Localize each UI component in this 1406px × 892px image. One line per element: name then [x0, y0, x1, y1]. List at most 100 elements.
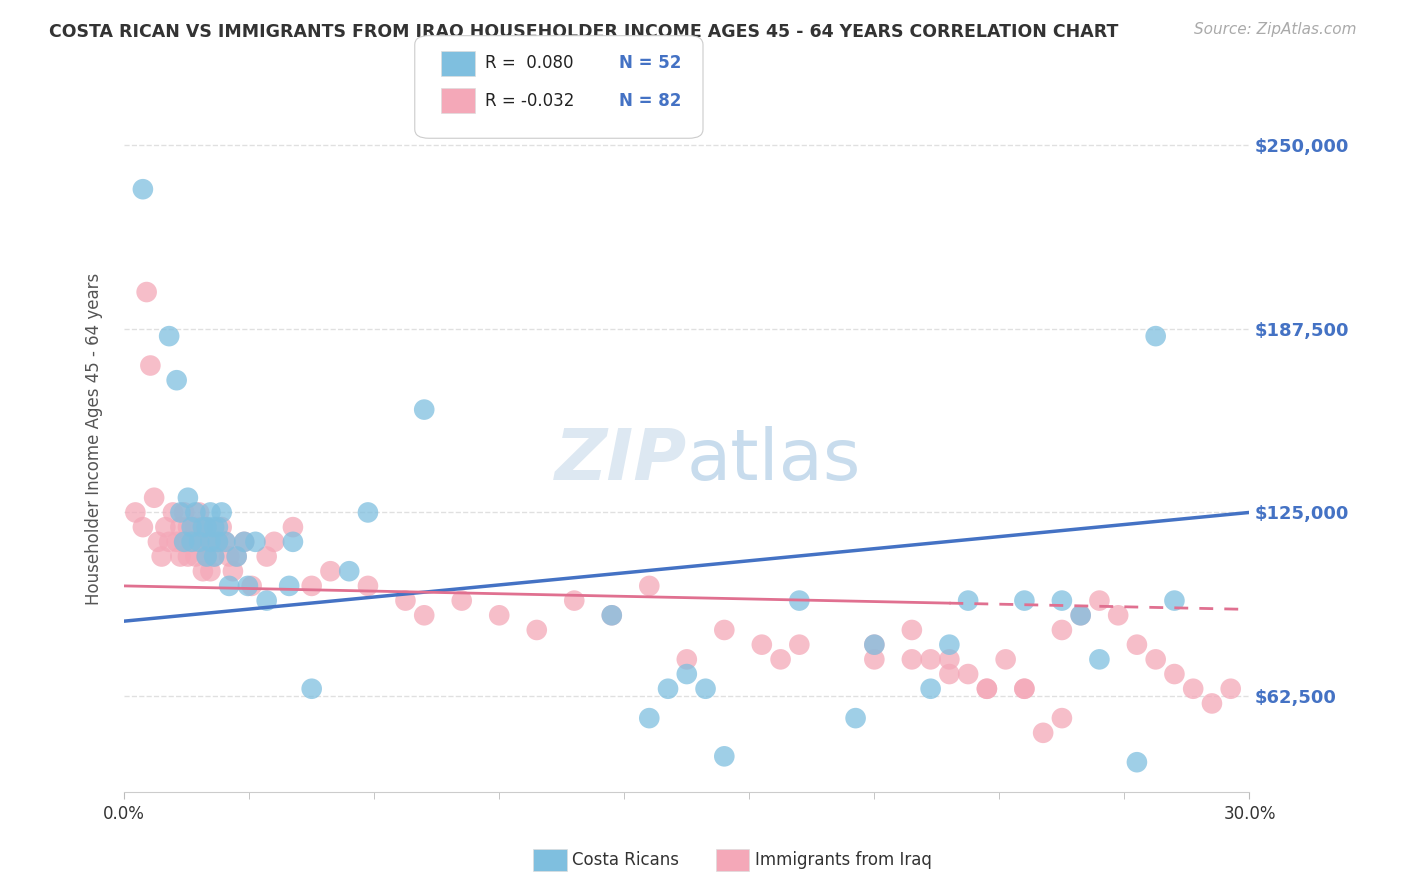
Point [173, 534, 195, 549]
Point [281, 520, 304, 534]
Point [301, 579, 323, 593]
Point [600, 608, 623, 623]
Point [957, 593, 980, 607]
Point [1032, 726, 1054, 740]
Point [1070, 608, 1092, 623]
Point [169, 505, 191, 519]
Point [173, 534, 195, 549]
Point [713, 749, 735, 764]
Point [177, 549, 200, 564]
Point [789, 593, 811, 607]
Point [1014, 681, 1036, 696]
Point [413, 402, 436, 417]
Point [143, 491, 166, 505]
Point [301, 681, 323, 696]
Point [132, 520, 155, 534]
Point [695, 681, 717, 696]
Point [180, 534, 202, 549]
Point [450, 593, 472, 607]
Point [920, 652, 942, 666]
Point [713, 623, 735, 637]
Point [202, 549, 225, 564]
Point [202, 549, 225, 564]
Point [863, 638, 886, 652]
Point [920, 681, 942, 696]
Point [222, 564, 245, 578]
Point [139, 359, 162, 373]
Point [233, 534, 256, 549]
Point [1219, 681, 1241, 696]
Point [1014, 593, 1036, 607]
Point [769, 652, 792, 666]
Point [1163, 667, 1185, 681]
Point [1126, 638, 1149, 652]
Point [162, 505, 184, 519]
Point [526, 623, 548, 637]
Point [413, 608, 436, 623]
Point [863, 652, 886, 666]
Point [211, 505, 233, 519]
Point [263, 534, 285, 549]
Point [207, 534, 229, 549]
Point [600, 608, 623, 623]
Point [191, 520, 214, 534]
Point [169, 520, 191, 534]
Point [157, 534, 180, 549]
Text: ZIP: ZIP [554, 425, 686, 495]
Point [166, 534, 188, 549]
Point [211, 520, 233, 534]
Text: Costa Ricans: Costa Ricans [572, 851, 679, 869]
Point [191, 564, 214, 578]
Point [256, 549, 278, 564]
Point [233, 534, 256, 549]
Point [166, 373, 188, 387]
Point [218, 579, 240, 593]
Point [256, 593, 278, 607]
Point [177, 520, 200, 534]
Point [337, 564, 360, 578]
Point [236, 579, 259, 593]
Point [1014, 681, 1036, 696]
Point [1088, 652, 1111, 666]
Point [1107, 608, 1129, 623]
Point [214, 534, 236, 549]
Point [135, 285, 157, 299]
Text: R =  0.080: R = 0.080 [485, 54, 574, 72]
Point [994, 652, 1017, 666]
Point [357, 505, 380, 519]
Point [225, 549, 247, 564]
Point [188, 534, 211, 549]
Point [976, 681, 998, 696]
Point [938, 652, 960, 666]
Point [184, 520, 207, 534]
Point [195, 549, 218, 564]
Point [488, 608, 510, 623]
Point [240, 579, 263, 593]
Point [1163, 593, 1185, 607]
Point [789, 638, 811, 652]
Point [200, 534, 222, 549]
Point [184, 505, 207, 519]
Point [357, 579, 380, 593]
Point [938, 638, 960, 652]
Point [976, 681, 998, 696]
Point [155, 520, 177, 534]
Point [394, 593, 416, 607]
Text: atlas: atlas [686, 425, 860, 495]
Point [957, 667, 980, 681]
Point [146, 534, 169, 549]
Point [180, 520, 202, 534]
Point [562, 593, 585, 607]
Point [1201, 697, 1223, 711]
Point [1050, 593, 1073, 607]
Point [200, 534, 222, 549]
Point [200, 564, 222, 578]
Point [319, 564, 342, 578]
Text: Source: ZipAtlas.com: Source: ZipAtlas.com [1194, 22, 1357, 37]
Text: Immigrants from Iraq: Immigrants from Iraq [755, 851, 932, 869]
Point [1182, 681, 1205, 696]
Point [173, 505, 195, 519]
Point [1088, 593, 1111, 607]
Point [278, 579, 301, 593]
Point [124, 505, 146, 519]
